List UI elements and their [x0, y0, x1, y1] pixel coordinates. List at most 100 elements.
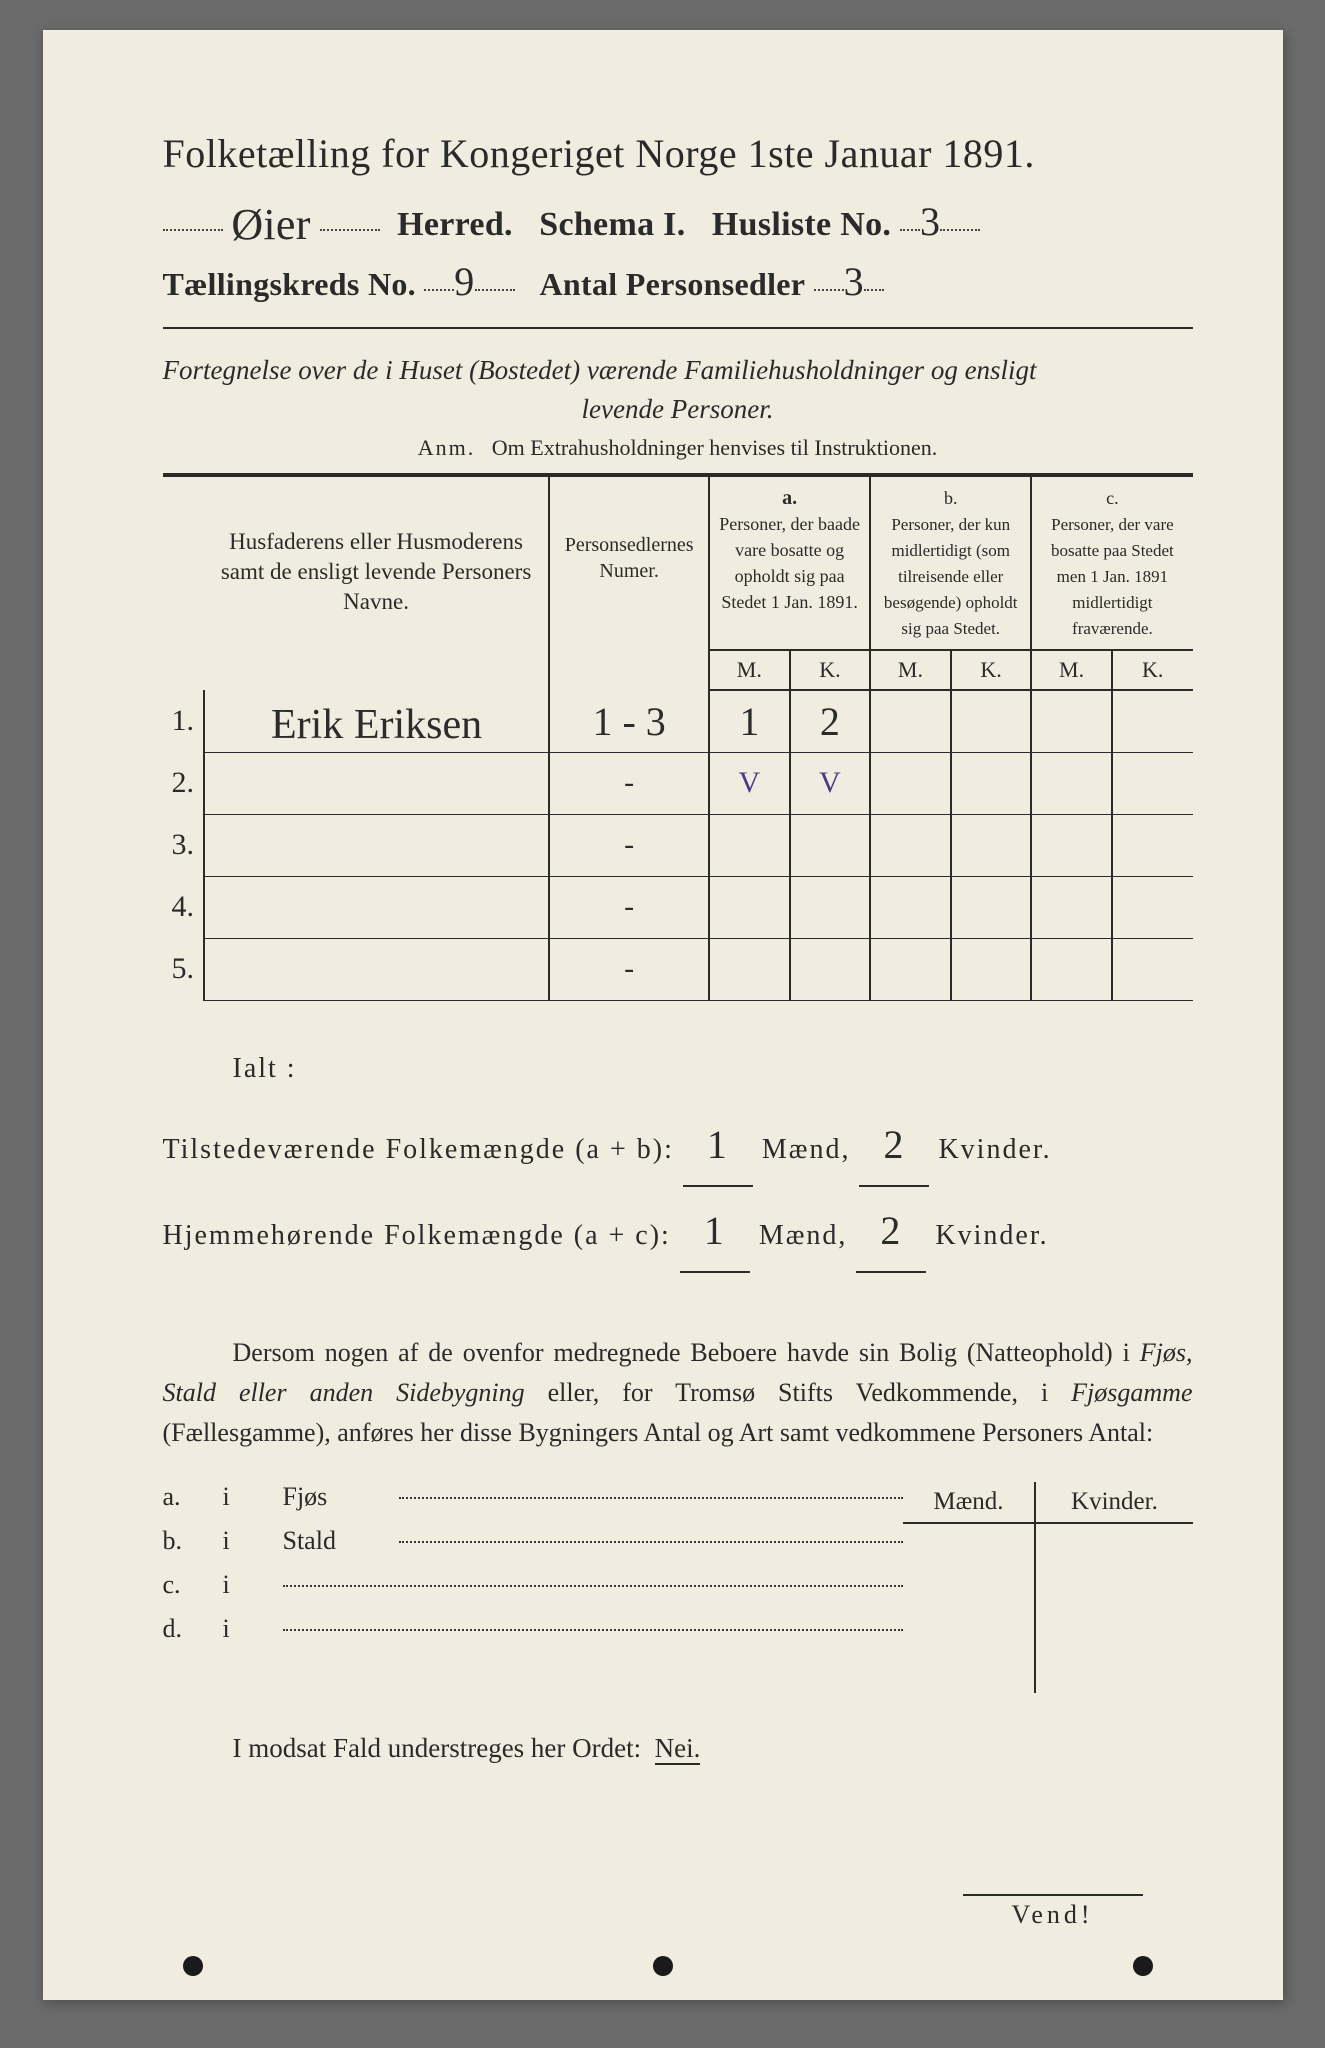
ialt-label: Ialt : — [233, 1041, 1193, 1097]
c-head: c. — [1106, 488, 1119, 508]
aM — [709, 938, 790, 1000]
table-row: 5. - — [163, 938, 1193, 1000]
intro-text: Fortegnelse over de i Huset (Bostedet) v… — [163, 351, 1193, 429]
col1-text: Husfaderens eller Husmoderens samt de en… — [221, 529, 531, 614]
type: Fjøs — [283, 1482, 393, 1512]
line-herred: Øier Herred. Schema I. Husliste No. 3 — [163, 195, 1193, 246]
table-row: 3. - — [163, 814, 1193, 876]
anm-label: Anm. — [418, 435, 476, 460]
lbl: b. — [163, 1526, 223, 1556]
sidebyg-right: Mænd. Kvinder. — [903, 1482, 1193, 1693]
intro-line2: levende Personer. — [163, 390, 1193, 429]
aK: K. — [790, 650, 871, 690]
kvinder-head: Kvinder. — [1035, 1482, 1192, 1523]
bM — [870, 752, 951, 814]
nei-word: Nei. — [655, 1733, 701, 1765]
dots — [283, 1585, 903, 1587]
mk-table: Mænd. Kvinder. — [903, 1482, 1193, 1693]
dots — [399, 1541, 903, 1543]
bK — [951, 752, 1032, 814]
numer: - — [549, 876, 709, 938]
row-num: 5. — [163, 938, 204, 1000]
kvinder-cell — [1035, 1523, 1192, 1693]
ac-K: 2 — [880, 1208, 902, 1253]
row-num: 4. — [163, 876, 204, 938]
col-b: b. Personer, der kun midlertidigt (som t… — [870, 475, 1031, 650]
i: i — [223, 1482, 283, 1512]
cM — [1031, 876, 1112, 938]
punch-hole — [183, 1956, 203, 1976]
bK — [951, 690, 1032, 752]
totals-ac: Hjemmehørende Folkemængde (a + c): 1 Mæn… — [163, 1191, 1193, 1273]
name-cell: Erik Eriksen — [204, 690, 549, 752]
cM: M. — [1031, 650, 1112, 690]
vend-label: Vend! — [963, 1894, 1143, 1930]
anm-text: Om Extrahusholdninger henvises til Instr… — [492, 435, 937, 460]
nei-line: I modsat Fald understreges her Ordet: Ne… — [163, 1733, 1193, 1764]
personsedler-no: 3 — [844, 259, 864, 304]
cM — [1031, 690, 1112, 752]
household-table: Husfaderens eller Husmoderens samt de en… — [163, 473, 1193, 1001]
a-text: Personer, der baade vare bosatte og opho… — [719, 514, 860, 612]
bK — [951, 938, 1032, 1000]
punch-hole — [1133, 1956, 1153, 1976]
dots — [814, 289, 844, 291]
cM — [1031, 938, 1112, 1000]
a-head: a. — [782, 487, 797, 509]
dots — [475, 289, 515, 291]
name-val: Erik Eriksen — [271, 701, 482, 749]
ab-label: Tilstedeværende Folkemængde (a + b): — [163, 1134, 674, 1165]
aM: M. — [709, 650, 790, 690]
numer: - — [549, 938, 709, 1000]
b-text: Personer, der kun midlertidigt (som tilr… — [884, 515, 1018, 638]
row-num: 1. — [163, 690, 204, 752]
numer: - — [549, 814, 709, 876]
list-item: b. i Stald — [163, 1526, 903, 1556]
personsedler-label: Antal Personsedler — [540, 266, 806, 302]
dots — [900, 229, 920, 231]
dots — [163, 229, 223, 231]
herred-value: Øier — [231, 199, 310, 250]
dots — [424, 289, 454, 291]
dots — [399, 1497, 903, 1499]
sidebygning-block: a. i Fjøs b. i Stald c. i d. i — [163, 1482, 1193, 1693]
cK — [1112, 814, 1193, 876]
table-row: 4. - — [163, 876, 1193, 938]
cM — [1031, 752, 1112, 814]
aK: 2 — [820, 699, 840, 744]
aM: 1 — [739, 699, 759, 744]
bK — [951, 814, 1032, 876]
col-c: c. Personer, der vare bosatte paa Stedet… — [1031, 475, 1192, 650]
dots — [864, 289, 884, 291]
kreds-no: 9 — [454, 259, 474, 304]
bM — [870, 814, 951, 876]
lbl: a. — [163, 1482, 223, 1512]
list-item: a. i Fjøs — [163, 1482, 903, 1512]
dots — [940, 229, 980, 231]
aK — [790, 814, 871, 876]
aM — [709, 876, 790, 938]
line-kreds: Tællingskreds No. 9 Antal Personsedler 3 — [163, 258, 1193, 305]
b-head: b. — [944, 488, 958, 508]
rule — [163, 327, 1193, 329]
cK — [1112, 752, 1193, 814]
ab-M: 1 — [707, 1122, 729, 1167]
lbl: c. — [163, 1570, 223, 1600]
cM — [1031, 814, 1112, 876]
sidebyg-left: a. i Fjøs b. i Stald c. i d. i — [163, 1482, 903, 1658]
cK — [1112, 938, 1193, 1000]
kvinder: Kvinder. — [938, 1134, 1051, 1165]
name-cell — [204, 938, 549, 1000]
spacer — [163, 475, 204, 690]
bM — [870, 938, 951, 1000]
ab-K: 2 — [883, 1122, 905, 1167]
col-names: Husfaderens eller Husmoderens samt de en… — [204, 475, 549, 690]
i: i — [223, 1526, 283, 1556]
header-title: Folketælling for Kongeriget Norge 1ste J… — [163, 130, 1193, 177]
punch-hole — [653, 1956, 673, 1976]
c-text: Personer, der vare bosatte paa Stedet me… — [1051, 515, 1174, 638]
col-a: a. Personer, der baade vare bosatte og o… — [709, 475, 870, 650]
totals-ab: Tilstedeværende Folkemængde (a + b): 1 M… — [163, 1105, 1193, 1187]
lbl: d. — [163, 1614, 223, 1644]
intro-line1: Fortegnelse over de i Huset (Bostedet) v… — [163, 355, 1037, 385]
